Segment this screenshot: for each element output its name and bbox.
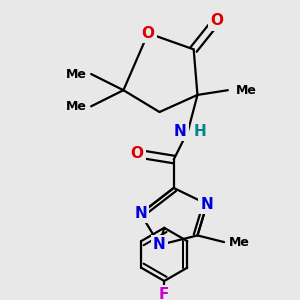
Text: O: O	[130, 146, 143, 161]
Text: H: H	[194, 124, 206, 139]
Text: Me: Me	[65, 100, 86, 113]
Text: O: O	[142, 26, 154, 41]
Text: F: F	[159, 287, 169, 300]
Text: N: N	[134, 206, 147, 221]
Text: Me: Me	[236, 84, 256, 97]
Text: O: O	[210, 14, 223, 28]
Text: N: N	[153, 237, 166, 252]
Text: N: N	[201, 196, 213, 211]
Text: N: N	[174, 124, 187, 139]
Text: Me: Me	[229, 236, 250, 249]
Text: Me: Me	[65, 68, 86, 80]
